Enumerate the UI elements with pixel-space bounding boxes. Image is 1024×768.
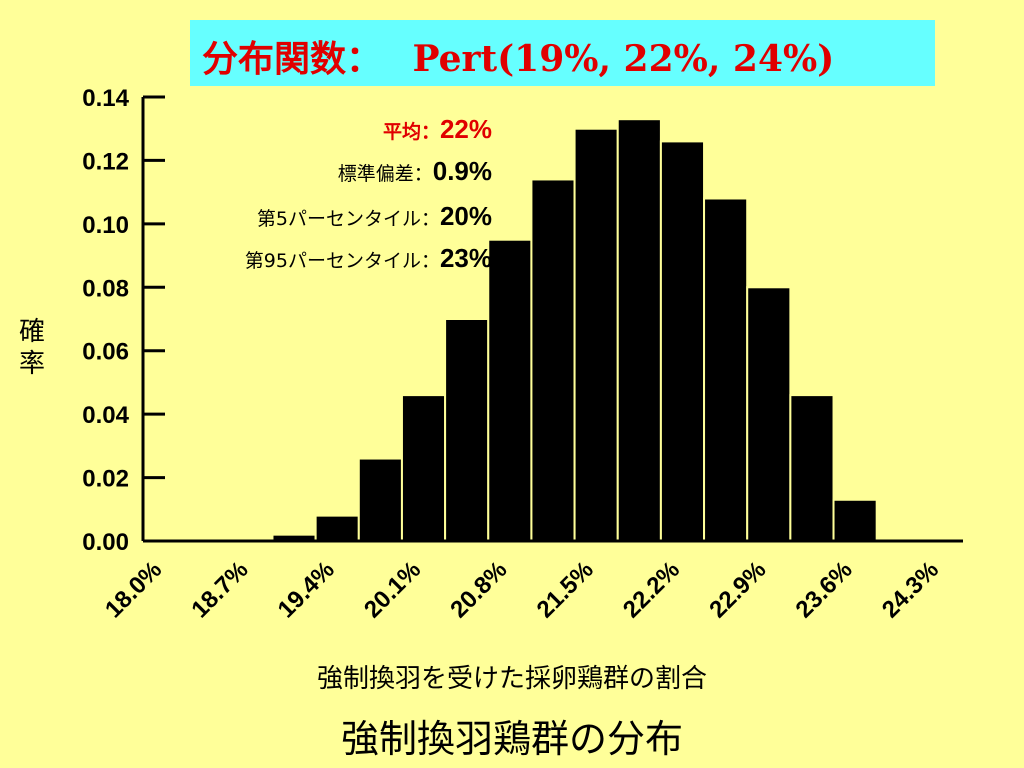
stat-sd: 標準偏差：0.9% [338,156,492,187]
x-tick-label: 24.3% [877,556,944,623]
stat-p95: 第95パーセンタイル：23% [245,243,492,274]
y-tick-label: 0.02 [82,466,129,493]
y-tick-label: 0.06 [82,339,129,366]
x-axis-label: 強制換羽を受けた採卵鶏群の割合 [316,664,707,694]
stat-p5-value: 20% [439,201,492,231]
x-ticks-group: 18.0% 18.7% 19.4% 20.1% 20.8% 21.5% 22.2% 22.9%… [100,556,944,623]
histogram-bar [573,127,619,542]
x-tick-label: 18.7% [186,556,253,623]
x-tick-label: 20.8% [445,556,512,623]
y-axis-label: 確率 [18,317,45,379]
y-tick-label: 0.00 [82,529,129,556]
histogram-bar [616,118,662,542]
stat-sd-value: 0.9% [432,156,492,186]
chart-title: 分布関数： Pert(19%, 22%, 24%) [202,38,835,80]
stat-p5-label: 第5パーセンタイル： [256,208,440,230]
histogram-bar [832,498,878,542]
slide-caption: 強制換羽鶏群の分布 [340,717,683,761]
histogram-bar [444,318,490,542]
x-tick-label: 20.1% [359,556,426,623]
y-tick-label: 0.10 [82,212,129,239]
histogram-bar [530,178,576,542]
y-tick-label: 0.12 [82,148,129,175]
axes-group [141,97,963,543]
stat-p95-value: 23% [439,243,492,273]
stat-sd-label: 標準偏差： [337,163,433,185]
histogram-bar [487,238,533,542]
x-tick-label: 22.9% [704,556,771,623]
bars-group [271,118,878,543]
histogram-bar [659,140,706,542]
stat-mean-value: 22% [439,114,492,144]
y-tick-label: 0.04 [82,402,129,429]
title-box: 分布関数： Pert(19%, 22%, 24%) [190,20,935,86]
y-tick-label: 0.08 [82,275,129,302]
y-ticks-group: 0.00 0.02 0.04 0.06 0.08 0.10 0.12 0.14 [82,85,165,556]
x-tick-label: 18.0% [100,556,167,623]
histogram-bar [314,514,360,543]
histogram-bar [703,197,749,542]
x-tick-label: 22.2% [618,556,685,623]
stat-p5: 第5パーセンタイル：20% [257,201,492,232]
y-tick-label: 0.14 [82,85,129,112]
x-tick-label: 21.5% [532,556,599,623]
stat-mean: 平均：22% [383,114,492,145]
stat-p95-label: 第95パーセンタイル： [244,250,440,272]
stat-mean-label: 平均： [382,121,440,143]
x-tick-label: 19.4% [273,556,340,623]
x-tick-label: 23.6% [791,556,858,623]
histogram-bar [357,457,403,542]
histogram-bar [789,394,835,542]
histogram-bar [746,286,792,542]
histogram-bar [400,394,447,542]
